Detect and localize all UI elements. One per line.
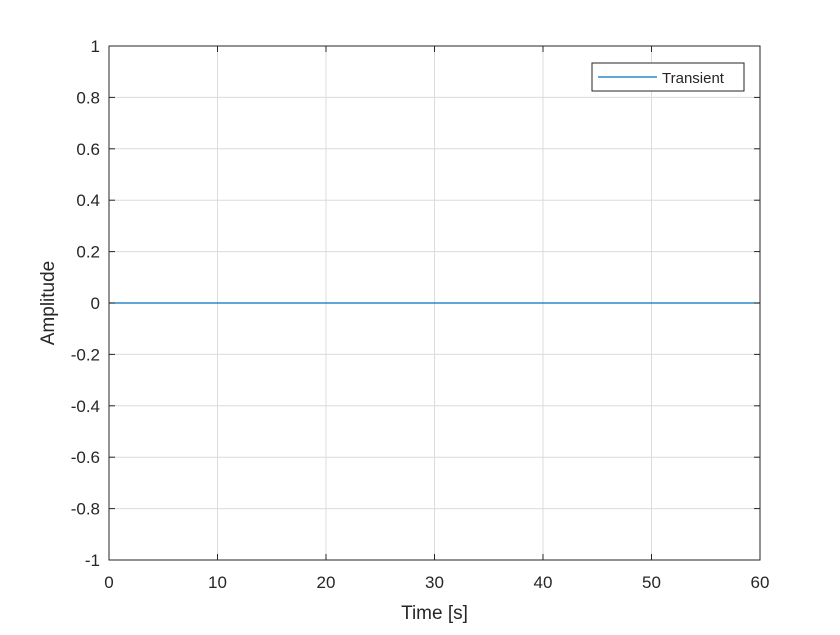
x-tick-label: 60 — [751, 573, 770, 592]
y-tick-label: 0.2 — [76, 243, 100, 262]
x-tick-label: 10 — [208, 573, 227, 592]
y-tick-label: 0.8 — [76, 88, 100, 107]
y-tick-label: 1 — [91, 37, 100, 56]
y-tick-label: 0 — [91, 294, 100, 313]
x-tick-label: 20 — [317, 573, 336, 592]
x-axis-label: Time [s] — [401, 603, 468, 624]
y-tick-label: -1 — [85, 551, 100, 570]
x-tick-label: 40 — [534, 573, 553, 592]
legend: Transient — [591, 62, 745, 92]
y-tick-label: -0.6 — [71, 448, 100, 467]
y-tick-label: -0.2 — [71, 345, 100, 364]
legend-label-transient: Transient — [662, 70, 725, 87]
y-tick-labels: -1 -0.8 -0.6 -0.4 -0.2 0 0.2 0.4 0.6 0.8 1 — [71, 37, 100, 570]
x-tick-label: 0 — [104, 573, 113, 592]
y-axis-label: Amplitude — [38, 261, 59, 346]
ticks — [108, 45, 761, 561]
x-tick-label: 50 — [642, 573, 661, 592]
y-tick-label: -0.4 — [71, 397, 100, 416]
x-tick-label: 30 — [425, 573, 444, 592]
y-tick-label: 0.4 — [76, 191, 100, 210]
x-tick-labels: 0 10 20 30 40 50 60 — [104, 573, 769, 592]
y-tick-label: -0.8 — [71, 500, 100, 519]
y-tick-label: 0.6 — [76, 140, 100, 159]
